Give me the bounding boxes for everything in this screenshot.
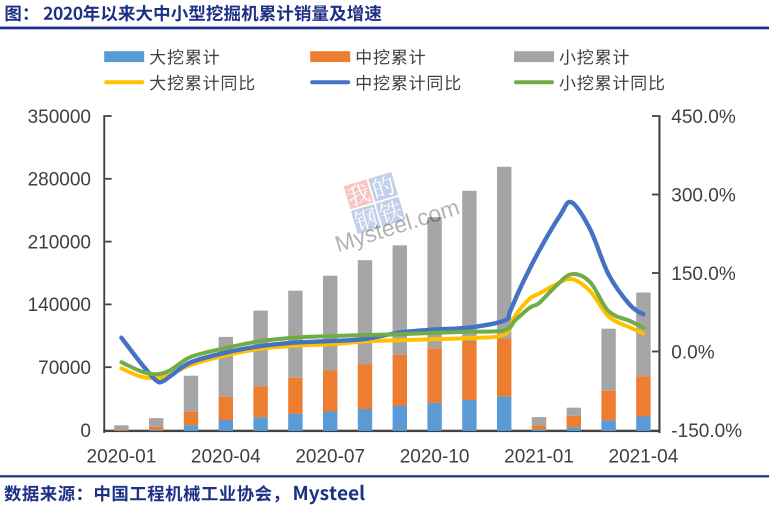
svg-text:2020-07: 2020-07 xyxy=(295,446,365,467)
svg-text:2020-04: 2020-04 xyxy=(191,446,261,467)
svg-text:2021-04: 2021-04 xyxy=(609,446,679,467)
svg-text:300.0%: 300.0% xyxy=(671,185,736,206)
svg-text:0: 0 xyxy=(80,421,91,442)
svg-text:450.0%: 450.0% xyxy=(671,107,736,128)
svg-text:0.0%: 0.0% xyxy=(671,342,714,363)
svg-text:140000: 140000 xyxy=(28,295,91,316)
svg-text:280000: 280000 xyxy=(28,170,91,191)
svg-text:350000: 350000 xyxy=(28,107,91,128)
svg-text:210000: 210000 xyxy=(28,232,91,253)
svg-text:-150.0%: -150.0% xyxy=(671,421,742,442)
svg-text:2021-01: 2021-01 xyxy=(504,446,574,467)
svg-text:150.0%: 150.0% xyxy=(671,264,736,285)
svg-text:2020-01: 2020-01 xyxy=(87,446,157,467)
svg-text:2020-10: 2020-10 xyxy=(400,446,470,467)
svg-text:70000: 70000 xyxy=(38,358,91,379)
